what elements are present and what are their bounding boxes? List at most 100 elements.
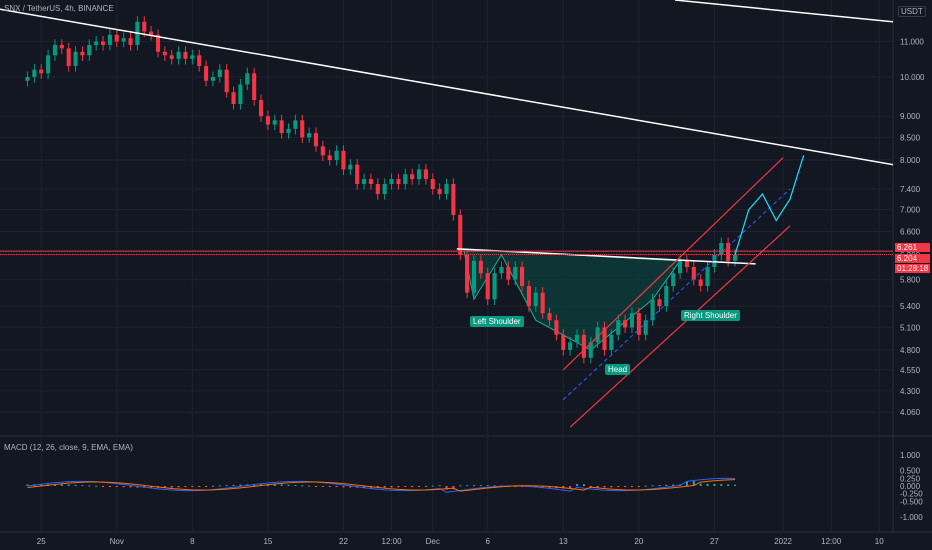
macd-histogram-bar bbox=[610, 486, 613, 488]
candle-body bbox=[499, 266, 504, 274]
candle-body bbox=[245, 73, 250, 85]
currency-unit[interactable]: USDT bbox=[898, 6, 926, 17]
macd-histogram-bar bbox=[472, 485, 475, 487]
time-tick-label: 6 bbox=[485, 537, 490, 546]
channel-lower bbox=[569, 225, 791, 428]
candle-body bbox=[66, 48, 71, 66]
macd-histogram-bar bbox=[53, 484, 56, 486]
macd-histogram-bar bbox=[486, 485, 489, 487]
projected-path bbox=[734, 155, 805, 255]
candle-body bbox=[595, 327, 600, 343]
macd-histogram-bar bbox=[328, 486, 331, 487]
macd-histogram-bar bbox=[445, 486, 448, 490]
price-tick-label: 5.800 bbox=[900, 276, 921, 285]
macd-histogram-bar bbox=[177, 486, 180, 488]
macd-histogram-bar bbox=[424, 485, 427, 487]
macd-histogram-bar bbox=[459, 485, 462, 487]
macd-histogram-bar bbox=[342, 486, 345, 488]
price-tick-label: 4.300 bbox=[900, 387, 921, 396]
head-label[interactable]: Head bbox=[605, 364, 631, 375]
macd-histogram-bar bbox=[136, 486, 139, 488]
candle-body bbox=[162, 51, 167, 56]
macd-histogram-bar bbox=[115, 486, 118, 487]
macd-histogram-bar bbox=[273, 484, 276, 486]
candle-body bbox=[279, 120, 284, 134]
candle-body bbox=[403, 174, 408, 184]
macd-histogram-bar bbox=[95, 485, 98, 487]
macd-tick-label: -1.000 bbox=[900, 513, 923, 522]
candle-body bbox=[657, 299, 662, 307]
macd-histogram-bar bbox=[644, 485, 647, 487]
price-tick-label: 8.500 bbox=[900, 133, 921, 142]
candle-body bbox=[238, 84, 243, 104]
current-price-tag: 6.204 bbox=[895, 254, 930, 263]
macd-histogram-bar bbox=[692, 481, 695, 486]
signal-line bbox=[27, 479, 736, 492]
candle-body bbox=[684, 260, 689, 267]
macd-histogram-bar bbox=[102, 486, 105, 487]
macd-histogram-bar bbox=[404, 486, 407, 487]
macd-histogram-bar bbox=[225, 485, 228, 487]
macd-histogram-bar bbox=[218, 485, 221, 487]
macd-title: MACD (12, 26, close, 9, EMA, EMA) bbox=[4, 443, 133, 452]
candle-body bbox=[217, 69, 222, 77]
candle-body bbox=[87, 44, 92, 56]
macd-histogram-bar bbox=[438, 485, 441, 487]
macd-histogram-bar bbox=[60, 484, 63, 486]
macd-histogram-bar bbox=[81, 485, 84, 487]
candle-body bbox=[609, 334, 614, 350]
candle-body bbox=[650, 299, 655, 321]
macd-histogram-bar bbox=[411, 486, 414, 487]
macd-histogram-bar bbox=[191, 486, 194, 487]
candle-body bbox=[465, 254, 470, 293]
macd-histogram-bar bbox=[493, 485, 496, 487]
candle-body bbox=[375, 183, 380, 195]
macd-histogram-bar bbox=[665, 484, 668, 486]
macd-histogram-bar bbox=[617, 486, 620, 488]
candle-body bbox=[554, 320, 559, 335]
left-shoulder-label[interactable]: Left Shoulder bbox=[470, 316, 524, 327]
candle-body bbox=[389, 179, 394, 184]
candle-body bbox=[451, 183, 456, 216]
price-tick-label: 9.000 bbox=[900, 112, 921, 121]
candle-body bbox=[107, 34, 112, 45]
right-shoulder-label[interactable]: Right Shoulder bbox=[681, 310, 740, 321]
candle-body bbox=[32, 69, 37, 77]
candle-body bbox=[204, 65, 209, 81]
candle-body bbox=[506, 266, 511, 280]
macd-histogram-bar bbox=[308, 485, 311, 487]
candle-body bbox=[307, 133, 312, 138]
candle-body bbox=[327, 155, 332, 160]
candle-body bbox=[471, 260, 477, 293]
time-tick-label: 10 bbox=[875, 537, 884, 546]
macd-histogram-bar bbox=[541, 486, 544, 488]
macd-histogram-bar bbox=[383, 486, 386, 488]
candle-body bbox=[52, 44, 58, 56]
time-tick-label: 2022 bbox=[774, 537, 792, 546]
candle-body bbox=[561, 334, 566, 350]
candle-body bbox=[588, 342, 593, 358]
time-tick-label: 12:00 bbox=[382, 537, 403, 546]
symbol-title: SNX / TetherUS, 4h, BINANCE bbox=[4, 4, 114, 13]
candle-body bbox=[616, 320, 621, 335]
macd-histogram-bar bbox=[363, 486, 366, 488]
time-tick-label: 8 bbox=[190, 537, 195, 546]
macd-histogram-bar bbox=[74, 484, 77, 486]
macd-histogram-bar bbox=[734, 484, 737, 486]
candle-body bbox=[39, 69, 44, 74]
candle-body bbox=[121, 38, 126, 42]
macd-histogram-bar bbox=[321, 486, 324, 487]
candle-body bbox=[382, 183, 387, 195]
macd-histogram-bar bbox=[205, 486, 208, 487]
candle-body bbox=[732, 254, 738, 261]
macd-histogram-bar bbox=[466, 485, 469, 487]
macd-histogram-bar bbox=[88, 485, 91, 487]
candle-body bbox=[286, 128, 291, 134]
candle-body bbox=[272, 120, 277, 125]
candle-body bbox=[224, 69, 229, 93]
macd-histogram-bar bbox=[376, 486, 379, 488]
candle-body bbox=[25, 76, 30, 81]
price-tick-label: 4.800 bbox=[900, 346, 921, 355]
macd-histogram-bar bbox=[452, 486, 455, 490]
